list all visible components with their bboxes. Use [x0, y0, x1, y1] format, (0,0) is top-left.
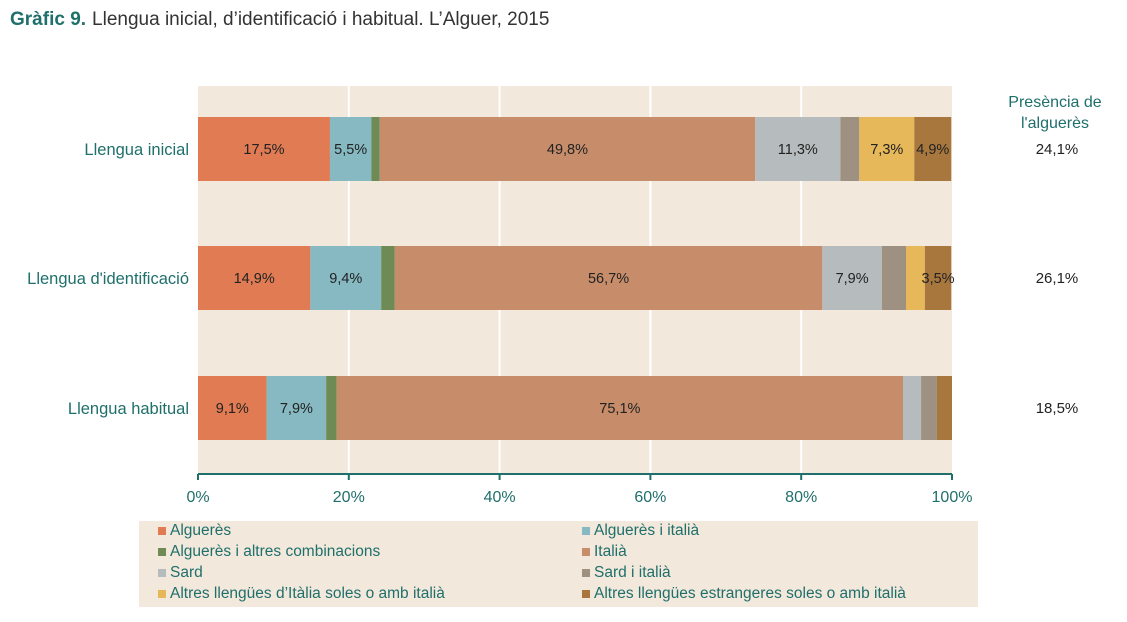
bar-value-label: 56,7% [588, 271, 629, 287]
legend-label: Alguerès i italià [594, 522, 700, 539]
legend-swatch [158, 548, 166, 556]
chart-title-text: Llengua inicial, d’identificació i habit… [92, 9, 550, 30]
bar-segment [394, 246, 823, 310]
bar-value-label: 3,5% [922, 271, 955, 287]
legend-item: Sard i italià [582, 564, 671, 582]
bar-segment [336, 376, 903, 440]
x-tick-label: 0% [186, 489, 209, 506]
bar-value-label: 4,9% [916, 142, 949, 158]
legend-label: Sard i italià [594, 564, 671, 581]
bar-segment [198, 117, 330, 181]
bar-segment [329, 117, 372, 181]
presence-value: 18,5% [1036, 400, 1079, 417]
bar-value-label: 7,9% [280, 401, 313, 417]
bar-segment [266, 376, 327, 440]
bars: Llengua inicial 17,5% 5,5% 49,8% 11,3% 7,3% 4,… [27, 117, 955, 440]
legend-swatch [582, 548, 590, 556]
category-label: Llengua d'identificació [27, 270, 189, 288]
bar-value-label: 5,5% [334, 142, 367, 158]
bar-segment [906, 246, 925, 310]
bar-segment [902, 376, 922, 440]
chart-label: Gràfic 9. [10, 9, 87, 30]
legend-label: Altres llengües estrangeres soles o amb … [594, 585, 906, 602]
legend-label: Sard [170, 564, 203, 581]
x-tick-label: 40% [484, 489, 516, 506]
presence-value: 24,1% [1036, 141, 1079, 158]
legend-item: Sard [158, 564, 203, 582]
legend-label: Alguerès [170, 522, 232, 539]
presence-values: 24,1% 26,1% 18,5% [1036, 141, 1079, 417]
bar-value-label: 11,3% [778, 142, 818, 158]
bar-segment [924, 246, 952, 310]
legend: Alguerès Alguerès i italià Alguerès i altr… [139, 521, 978, 607]
legend-item: Altres llengües d’Itàlia soles o amb ita… [158, 585, 445, 603]
bar-segment [310, 246, 382, 310]
legend-item: Alguerès [158, 522, 231, 540]
bar-value-label: 9,1% [216, 401, 249, 417]
x-tick-label: 100% [932, 489, 973, 506]
presence-heading-line1: Presència de [1008, 94, 1101, 111]
bar-segment [379, 117, 756, 181]
legend-swatch [582, 569, 590, 577]
legend-item: Italià [582, 543, 627, 561]
bar-value-label: 7,3% [870, 142, 903, 158]
bar-segment [198, 376, 267, 440]
bar-segment [921, 376, 937, 440]
bar-value-label: 7,9% [836, 271, 869, 287]
x-tick-label: 20% [333, 489, 365, 506]
bar-segment [822, 246, 882, 310]
bar-segment [840, 117, 860, 181]
bar-value-label: 49,8% [547, 142, 588, 158]
bar-segment [198, 246, 311, 310]
presence-heading-line2: l'alguerès [1021, 115, 1089, 132]
category-label: Llengua habitual [68, 400, 189, 418]
legend-swatch [582, 590, 590, 598]
bar-segment [936, 376, 952, 440]
bar-value-label: 9,4% [329, 271, 362, 287]
legend-item: Altres llengües estrangeres soles o amb … [582, 585, 906, 603]
bar-value-label: 75,1% [599, 401, 640, 417]
legend-item: Alguerès i italià [582, 522, 699, 540]
legend-swatch [158, 569, 166, 577]
bar-segment [914, 117, 952, 181]
legend-swatch [582, 527, 590, 535]
bar-value-label: 14,9% [234, 271, 275, 287]
presence-value: 26,1% [1036, 270, 1079, 287]
category-label: Llengua inicial [84, 141, 189, 159]
legend-swatch [158, 590, 166, 598]
bar-segment [326, 376, 337, 440]
bar-segment [755, 117, 841, 181]
bar-segment [859, 117, 915, 181]
x-axis: 0% 20% 40% 60% 80% 100% [186, 473, 973, 506]
legend-swatch [158, 527, 166, 535]
legend-item: Alguerès i altres combinacions [158, 543, 380, 561]
legend-label: Italià [594, 543, 627, 560]
bar-segment [371, 117, 380, 181]
x-tick-label: 80% [785, 489, 817, 506]
bar-segment [881, 246, 907, 310]
bar-segment [381, 246, 395, 310]
chart-title: Gràfic 9. Llengua inicial, d’identificaci… [10, 9, 549, 31]
bar-value-label: 17,5% [243, 142, 284, 158]
legend-label: Altres llengües d’Itàlia soles o amb ita… [170, 585, 445, 602]
legend-label: Alguerès i altres combinacions [170, 543, 381, 560]
x-tick-label: 60% [634, 489, 666, 506]
